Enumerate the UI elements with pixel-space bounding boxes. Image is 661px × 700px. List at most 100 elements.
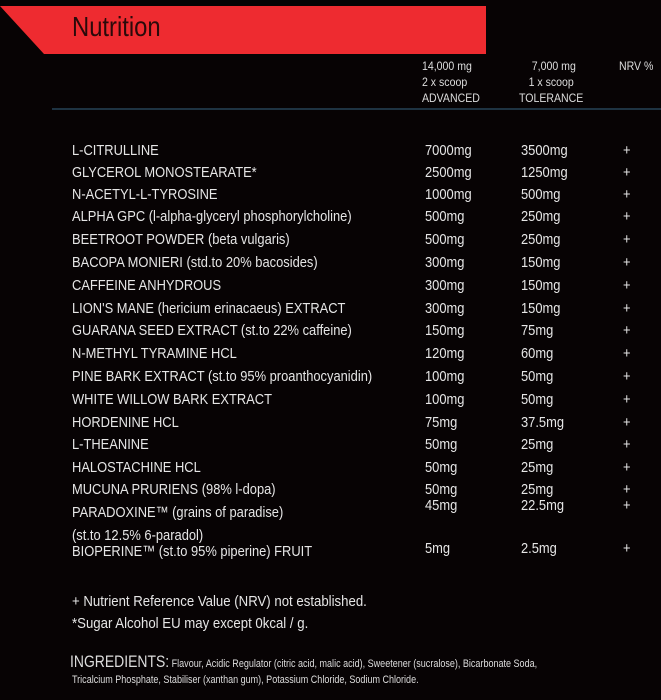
nutrient-row: GUARANA SEED EXTRACT (st.to 22% caffeine…	[0, 322, 661, 344]
nutrient-row: LION'S MANE (hericium erinacaeus) EXTRAC…	[0, 300, 661, 322]
nutrient-row: GLYCEROL MONOSTEARATE* 2500mg 1250mg +	[0, 164, 661, 186]
advanced-value: 500mg	[425, 208, 465, 225]
advanced-value: 500mg	[425, 231, 465, 248]
tolerance-value: 250mg	[521, 208, 561, 225]
nrv-value: +	[623, 345, 631, 362]
ingredients-text-1: Flavour, Acidic Regulator (citric acid, …	[169, 658, 538, 670]
nutrient-row: PARADOXINE™ (grains of paradise) (st.to 1…	[0, 497, 661, 544]
tolerance-value: 150mg	[521, 277, 561, 294]
nutrient-name: PINE BARK EXTRACT (st.to 95% proanthocya…	[72, 368, 373, 385]
nutrient-row: L-THEANINE 50mg 25mg +	[0, 436, 661, 458]
tolerance-value: 1250mg	[521, 164, 568, 181]
advanced-label: ADVANCED	[422, 91, 480, 105]
tolerance-value: 150mg	[521, 254, 561, 271]
nutrient-name-cont: (st.to 12.5% 6-paradol)	[72, 527, 204, 544]
nutrient-name: L-THEANINE	[72, 436, 149, 453]
nutrient-row: N-ACETYL-L-TYROSINE 1000mg 500mg +	[0, 186, 661, 208]
nrv-value: +	[623, 277, 631, 294]
tolerance-value: 250mg	[521, 231, 561, 248]
column-header-advanced: 14,000 mg 2 x scoop ADVANCED	[422, 58, 480, 106]
tolerance-value: 60mg	[521, 345, 554, 362]
nutrient-row: HALOSTACHINE HCL 50mg 25mg +	[0, 459, 661, 481]
ingredients-line-1: INGREDIENTS: Flavour, Acidic Regulator (…	[70, 652, 537, 672]
nutrient-name: LION'S MANE (hericium erinacaeus) EXTRAC…	[72, 300, 346, 317]
advanced-value: 2500mg	[425, 164, 472, 181]
nutrient-name: BEETROOT POWDER (beta vulgaris)	[72, 231, 290, 248]
column-header-tolerance: 7,000 mg 1 x scoop TOLERANCE	[519, 58, 583, 106]
advanced-serving: 2 x scoop	[422, 75, 468, 89]
tolerance-value: 2.5mg	[521, 540, 557, 557]
advanced-value: 100mg	[425, 368, 465, 385]
nrv-value: +	[623, 436, 631, 453]
advanced-value: 75mg	[425, 414, 458, 431]
tolerance-value: 37.5mg	[521, 414, 565, 431]
advanced-value: 1000mg	[425, 186, 472, 203]
nrv-value: +	[623, 497, 631, 514]
nutrient-name: N-METHYL TYRAMINE HCL	[72, 345, 237, 362]
tolerance-value: 25mg	[521, 459, 554, 476]
nutrient-name: CAFFEINE ANHYDROUS	[72, 277, 222, 294]
nutrient-row: L-CITRULLINE 7000mg 3500mg +	[0, 142, 661, 164]
advanced-value: 50mg	[425, 436, 458, 453]
nutrient-row: BEETROOT POWDER (beta vulgaris) 500mg 250m…	[0, 231, 661, 253]
advanced-value: 300mg	[425, 300, 465, 317]
nrv-value: +	[623, 300, 631, 317]
nrv-value: +	[623, 142, 631, 159]
nutrient-name: HORDENINE HCL	[72, 414, 179, 431]
tolerance-value: 25mg	[521, 481, 554, 498]
header-divider	[52, 108, 661, 110]
tolerance-amount: 7,000 mg	[531, 59, 576, 73]
nutrient-row: WHITE WILLOW BARK EXTRACT 100mg 50mg +	[0, 391, 661, 413]
nrv-value: +	[623, 540, 631, 557]
nutrient-name: BIOPERINE™ (st.to 95% piperine) FRUIT	[72, 543, 313, 560]
tolerance-label: TOLERANCE	[519, 91, 584, 105]
nutrient-row: BACOPA MONIERI (std.to 20% bacosides) 300…	[0, 254, 661, 276]
nrv-value: +	[623, 254, 631, 271]
nutrient-name: GUARANA SEED EXTRACT (st.to 22% caffeine…	[72, 322, 352, 339]
nrv-value: +	[623, 481, 631, 498]
nrv-note: + Nutrient Reference Value (NRV) not est…	[72, 593, 367, 610]
nrv-value: +	[623, 231, 631, 248]
nutrient-row: N-METHYL TYRAMINE HCL 120mg 60mg +	[0, 345, 661, 367]
nrv-value: +	[623, 322, 631, 339]
advanced-amount: 14,000 mg	[422, 59, 472, 73]
nutrient-name: GLYCEROL MONOSTEARATE*	[72, 164, 257, 181]
nutrient-name: L-CITRULLINE	[72, 142, 159, 159]
tolerance-value: 50mg	[521, 368, 554, 385]
title-banner	[0, 6, 486, 54]
tolerance-value: 50mg	[521, 391, 554, 408]
tolerance-value: 75mg	[521, 322, 554, 339]
tolerance-value: 3500mg	[521, 142, 568, 159]
advanced-value: 45mg	[425, 497, 458, 514]
tolerance-value: 22.5mg	[521, 497, 565, 514]
nutrient-row: MUCUNA PRURIENS (98% l-dopa) 50mg 25mg +	[0, 481, 661, 503]
ingredients-label: INGREDIENTS:	[70, 652, 170, 671]
advanced-value: 5mg	[425, 540, 451, 557]
nrv-value: +	[623, 459, 631, 476]
advanced-value: 7000mg	[425, 142, 472, 159]
nrv-value: +	[623, 186, 631, 203]
nutrient-name: MUCUNA PRURIENS (98% l-dopa)	[72, 481, 276, 498]
tolerance-serving: 1 x scoop	[528, 75, 574, 89]
advanced-value: 50mg	[425, 459, 458, 476]
sugar-alcohol-note: *Sugar Alcohol EU may except 0kcal / g.	[72, 615, 309, 632]
advanced-value: 50mg	[425, 481, 458, 498]
advanced-value: 300mg	[425, 277, 465, 294]
nrv-value: +	[623, 208, 631, 225]
tolerance-value: 25mg	[521, 436, 554, 453]
nutrient-name: HALOSTACHINE HCL	[72, 459, 201, 476]
nutrient-row: PINE BARK EXTRACT (st.to 95% proanthocya…	[0, 368, 661, 390]
nutrient-name: WHITE WILLOW BARK EXTRACT	[72, 391, 272, 408]
tolerance-value: 500mg	[521, 186, 561, 203]
nutrient-name: N-ACETYL-L-TYROSINE	[72, 186, 218, 203]
nutrient-row: BIOPERINE™ (st.to 95% piperine) FRUIT 5mg…	[0, 540, 661, 562]
nutrient-row: ALPHA GPC (l-alpha-glyceryl phosphorylch…	[0, 208, 661, 230]
nutrient-row: HORDENINE HCL 75mg 37.5mg +	[0, 414, 661, 436]
page-title: Nutrition	[72, 11, 161, 42]
column-header-nrv: NRV %	[619, 59, 654, 73]
advanced-value: 300mg	[425, 254, 465, 271]
nrv-value: +	[623, 391, 631, 408]
nrv-value: +	[623, 414, 631, 431]
advanced-value: 100mg	[425, 391, 465, 408]
advanced-value: 150mg	[425, 322, 465, 339]
